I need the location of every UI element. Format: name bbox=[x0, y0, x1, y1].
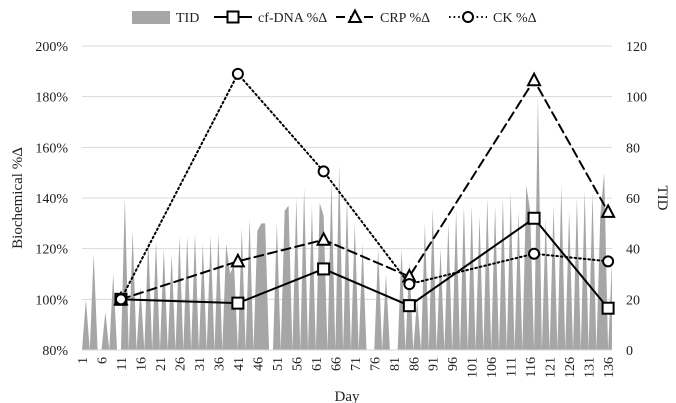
y-right-tick-label: 20 bbox=[626, 293, 640, 308]
y-left-tick-label: 180% bbox=[35, 91, 68, 106]
axes: 80% 0 100% 20 120% 40 140% 60 160% 80 180% 100 200% 1… bbox=[10, 40, 670, 403]
ck-point bbox=[403, 278, 416, 291]
x-tick-label: 91 bbox=[427, 357, 442, 371]
y-left-tick-label: 200% bbox=[35, 40, 68, 55]
crp-line bbox=[119, 79, 610, 301]
x-tick-label: 31 bbox=[193, 357, 208, 371]
y-left-tick-label: 80% bbox=[42, 344, 68, 359]
cfdna-point bbox=[527, 211, 541, 225]
x-tick-label: 41 bbox=[232, 357, 247, 371]
x-tick-label: 1 bbox=[76, 357, 91, 364]
x-tick-label: 116 bbox=[524, 357, 539, 377]
x-axis-title: Day bbox=[335, 389, 360, 403]
x-tick-label: 121 bbox=[544, 357, 559, 378]
x-tick-label: 101 bbox=[466, 357, 481, 378]
ck-point bbox=[528, 247, 541, 260]
x-tick-label: 71 bbox=[349, 357, 364, 371]
legend-swatch-tid bbox=[132, 11, 170, 24]
x-tick-label: 76 bbox=[368, 357, 383, 371]
ck-point bbox=[231, 67, 244, 80]
x-tick-label: 136 bbox=[602, 357, 617, 378]
tid-area bbox=[82, 96, 612, 350]
tid-area-shape bbox=[82, 96, 612, 350]
y-right-tick-label: 0 bbox=[626, 344, 633, 359]
x-tick-label: 106 bbox=[485, 357, 500, 378]
x-tick-label: 66 bbox=[329, 357, 344, 371]
crp-point bbox=[600, 203, 616, 218]
markers bbox=[113, 67, 616, 315]
y-left-axis-title: Biochemical %Δ bbox=[10, 147, 26, 249]
y-left-tick-label: 160% bbox=[35, 141, 68, 156]
legend-marker-cfdna bbox=[226, 10, 240, 24]
y-right-tick-label: 120 bbox=[626, 40, 647, 55]
legend-label-crp: CRP %Δ bbox=[380, 11, 430, 26]
x-tick-label: 26 bbox=[173, 357, 188, 371]
x-tick-label: 61 bbox=[310, 357, 325, 371]
y-left-tick-label: 120% bbox=[35, 243, 68, 258]
x-tick-label: 126 bbox=[563, 357, 578, 378]
x-tick-label: 11 bbox=[115, 357, 130, 370]
ck-point bbox=[114, 293, 127, 306]
y-right-tick-label: 60 bbox=[626, 192, 640, 207]
crp-point bbox=[315, 231, 332, 246]
legend-label-tid: TID bbox=[176, 11, 199, 26]
x-tick-label: 51 bbox=[271, 357, 286, 371]
legend-marker-crp bbox=[347, 8, 363, 23]
legend-label-ck: CK %Δ bbox=[493, 11, 537, 26]
y-right-tick-label: 80 bbox=[626, 141, 640, 156]
x-tick-label: 56 bbox=[290, 357, 305, 371]
cfdna-point bbox=[601, 301, 615, 315]
ck-point bbox=[317, 165, 330, 178]
legend: TID cf-DNA %Δ CRP %Δ CK %Δ bbox=[132, 8, 537, 26]
x-tick-label: 16 bbox=[134, 357, 149, 371]
cfdna-point bbox=[231, 296, 245, 310]
x-tick-label: 111 bbox=[505, 357, 520, 377]
x-tick-label: 96 bbox=[446, 357, 461, 371]
x-tick-label: 36 bbox=[212, 357, 227, 371]
cfdna-point bbox=[317, 262, 331, 276]
legend-marker-ck bbox=[462, 11, 474, 23]
crp-point bbox=[230, 252, 246, 268]
ck-line bbox=[119, 72, 610, 301]
cfdna-line bbox=[119, 217, 610, 310]
y-right-tick-label: 40 bbox=[626, 243, 640, 258]
line-series bbox=[119, 72, 610, 310]
crp-point bbox=[526, 71, 542, 87]
y-right-axis-title: TID bbox=[654, 186, 670, 211]
x-tick-label: 6 bbox=[95, 357, 110, 364]
x-tick-label: 131 bbox=[583, 357, 598, 378]
y-left-tick-label: 100% bbox=[35, 293, 68, 308]
ck-point bbox=[602, 255, 615, 268]
x-tick-label: 86 bbox=[407, 357, 422, 371]
x-tick-label: 81 bbox=[388, 357, 403, 371]
x-tick-label: 21 bbox=[154, 357, 169, 371]
y-left-tick-label: 140% bbox=[35, 192, 68, 207]
x-tick-label: 46 bbox=[251, 357, 266, 371]
cfdna-point bbox=[402, 299, 416, 313]
y-right-tick-label: 100 bbox=[626, 91, 647, 106]
legend-label-cfdna: cf-DNA %Δ bbox=[258, 11, 327, 26]
